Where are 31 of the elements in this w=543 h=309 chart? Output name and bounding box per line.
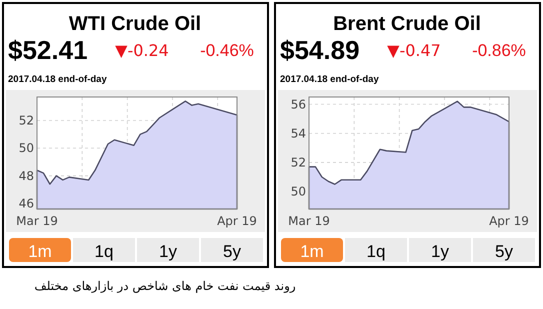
text: ▼-0.24 bbox=[115, 41, 169, 60]
chart-subtitle: $54.89 bbox=[280, 35, 360, 65]
text: -0.46% bbox=[200, 41, 254, 60]
text: 1y bbox=[431, 242, 450, 261]
x-tick-label: Mar 19 bbox=[16, 214, 58, 228]
chart-title: WTI Crude Oil bbox=[68, 13, 202, 35]
text: 1y bbox=[159, 242, 178, 261]
y-tick-label: 50 bbox=[18, 141, 34, 156]
chart-subtitle: $52.41 bbox=[8, 35, 88, 65]
x-tick-label: Apr 19 bbox=[489, 214, 529, 228]
text: 1m bbox=[300, 242, 324, 261]
y-tick-label: 46 bbox=[18, 196, 34, 210]
text: ▼-0.47 bbox=[387, 41, 441, 60]
y-tick-label: 54 bbox=[290, 126, 306, 140]
y-tick-label: 52 bbox=[290, 155, 306, 170]
text: 2017.04.18 end-of-day bbox=[280, 74, 380, 85]
y-tick-label: 52 bbox=[18, 114, 34, 128]
text: -0.86% bbox=[472, 41, 526, 60]
chart-title: Brent Crude Oil bbox=[333, 13, 481, 35]
y-tick-label: 48 bbox=[18, 168, 34, 183]
y-tick-label: 56 bbox=[290, 97, 306, 112]
y-tick-label: 50 bbox=[290, 184, 306, 199]
text: 2017.04.18 end-of-day bbox=[8, 74, 108, 85]
x-tick-label: Apr 19 bbox=[217, 214, 257, 228]
x-tick-label: Mar 19 bbox=[288, 214, 330, 228]
text: 5y bbox=[495, 242, 514, 261]
text: 5y bbox=[223, 242, 242, 261]
text: 1q bbox=[94, 242, 114, 261]
text: روند قیمت نفت خام های شاخص در بازارهای مختلف bbox=[34, 279, 296, 293]
text: 1q bbox=[366, 242, 386, 261]
text: 1m bbox=[28, 242, 52, 261]
